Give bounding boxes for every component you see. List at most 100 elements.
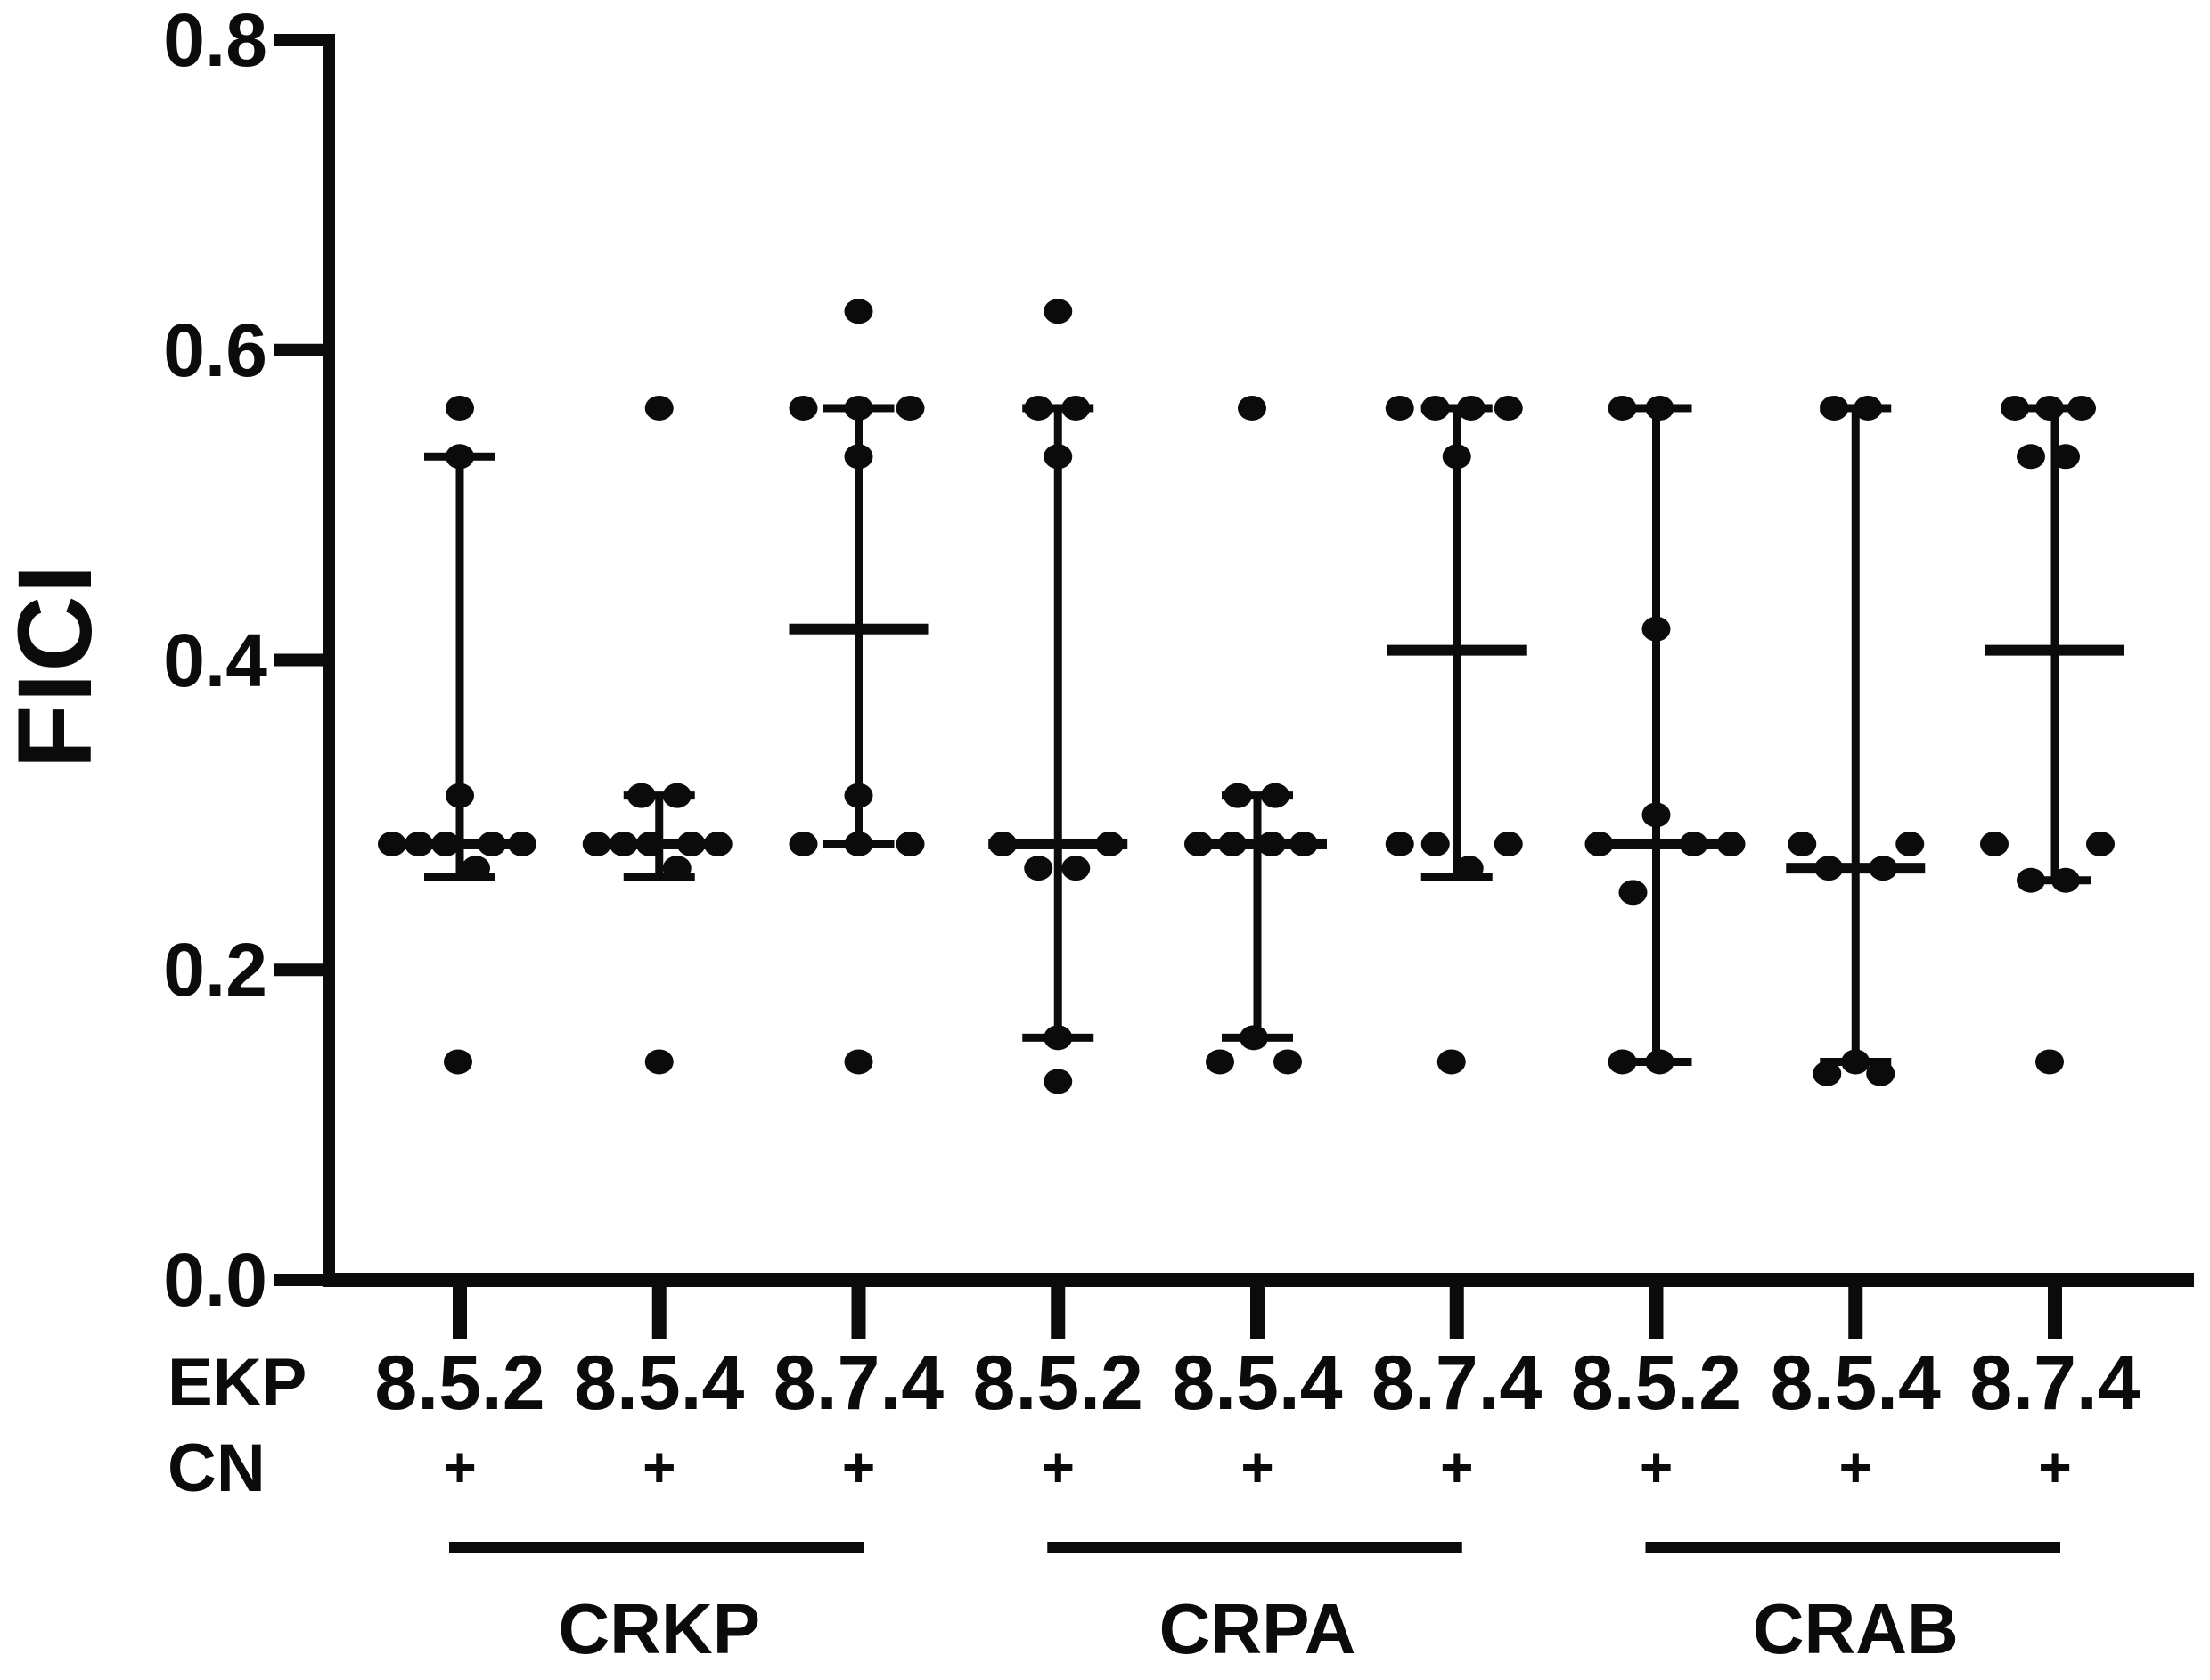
ekp-row-label: EKP [168,1345,307,1421]
data-point-col1-1 [446,395,474,421]
cn-row-label: CN [168,1430,266,1506]
data-point-col7-4 [1641,802,1671,828]
data-point-col4-1 [1044,299,1073,324]
whisker-cap-top-col2 [623,791,695,800]
data-point-col3-10 [844,1049,873,1075]
data-point-col2-3 [662,783,692,808]
data-point-col4-7 [1024,856,1053,881]
data-point-col7-5 [1584,831,1614,856]
whisker-line-col8 [1851,407,1860,1062]
ekp-value-col4: 8.5.2 [972,1340,1143,1426]
whisker-cap-bottom-col2 [623,873,695,881]
data-point-col1-7 [478,831,506,856]
data-point-col8-3 [1788,831,1817,856]
x-tick-col5 [1250,1287,1265,1339]
whisker-cap-bottom-col6 [1420,873,1493,881]
y-axis-title: FICI [0,562,114,769]
data-point-col7-6 [1679,831,1708,856]
whisker-cap-bottom-col1 [424,873,495,881]
data-point-col1-10 [444,1049,472,1075]
data-point-col1-2 [446,444,474,470]
whisker-line-col1 [455,456,464,877]
data-point-col2-6 [635,831,665,856]
data-point-col5-10 [1273,1049,1302,1075]
cn-plus-col8: + [1838,1435,1872,1499]
data-point-col1-3 [446,783,474,808]
data-point-col7-9 [1608,1049,1637,1075]
data-point-col3-8 [844,831,873,856]
y-tick-0.8 [274,34,323,46]
data-point-col6-6 [1385,831,1414,856]
data-point-col2-5 [609,831,638,856]
ekp-value-col1: 8.5.2 [374,1340,545,1426]
data-point-col1-4 [378,831,406,856]
cn-plus-col1: + [443,1435,477,1499]
data-point-col5-5 [1218,831,1247,856]
group-label-CRKP: CRKP [558,1589,761,1668]
data-point-col7-8 [1618,880,1648,906]
data-point-col8-8 [1813,1061,1842,1086]
data-point-col2-2 [626,783,656,808]
data-point-col9-10 [2035,1049,2064,1075]
data-point-col8-5 [1814,856,1844,881]
data-point-col6-10 [1436,1049,1466,1075]
ekp-value-col8: 8.5.4 [1770,1340,1941,1426]
data-point-col9-8 [2017,867,2045,893]
ekp-value-col3: 8.7.4 [773,1340,945,1426]
data-point-col8-6 [1869,856,1898,881]
data-point-col6-7 [1420,831,1450,856]
data-point-col4-6 [1095,831,1125,856]
y-tick-label-0.0: 0.0 [163,1238,267,1322]
data-point-col1-6 [431,831,460,856]
data-point-col3-1 [844,299,873,324]
data-point-col2-9 [662,856,692,881]
data-point-col9-1 [2001,395,2029,421]
median-bar-col8 [1786,863,1926,874]
data-point-col9-5 [2051,444,2080,470]
whisker-cap-top-col4 [1022,404,1094,413]
x-axis-line [323,1273,2194,1287]
whisker-line-col5 [1253,795,1262,1038]
ekp-value-col9: 8.7.4 [1969,1340,2140,1426]
data-point-col3-6 [844,783,873,808]
whisker-line-col4 [1053,407,1062,1038]
group-label-CRAB: CRAB [1752,1589,1959,1668]
data-point-col2-4 [582,831,611,856]
x-tick-col2 [651,1287,667,1339]
data-point-col6-4 [1494,395,1523,421]
data-point-col7-1 [1608,395,1637,421]
cn-plus-col6: + [1440,1435,1474,1499]
data-point-col5-8 [1240,1025,1268,1051]
cn-plus-col2: + [643,1435,676,1499]
y-tick-label-0.4: 0.4 [163,618,267,702]
ekp-value-col5: 8.5.4 [1172,1340,1343,1426]
data-point-col4-9 [1044,1025,1073,1051]
group-label-CRPA: CRPA [1158,1589,1356,1668]
data-point-col3-3 [844,395,873,421]
x-tick-col1 [453,1287,467,1339]
y-tick-0.6 [274,343,323,356]
data-point-col4-2 [1024,395,1053,421]
x-tick-col9 [2048,1287,2062,1339]
data-point-col5-4 [1184,831,1213,856]
data-point-col8-4 [1895,831,1925,856]
data-point-col6-1 [1385,395,1414,421]
whisker-cap-top-col5 [1222,791,1293,800]
y-tick-0.4 [274,653,323,667]
data-point-col9-3 [2067,395,2096,421]
data-point-col6-2 [1420,395,1450,421]
x-tick-col7 [1649,1287,1664,1339]
cn-plus-col4: + [1041,1435,1075,1499]
data-point-col8-9 [1866,1061,1895,1086]
data-point-col9-7 [2086,831,2115,856]
whisker-line-col7 [1652,407,1660,1062]
data-point-col9-9 [2051,867,2080,893]
y-tick-0.0 [274,1274,323,1286]
data-point-col1-5 [405,831,433,856]
group-underline-CRKP [449,1542,864,1553]
data-point-col6-3 [1456,395,1486,421]
data-point-col1-8 [508,831,536,856]
data-point-col8-7 [1841,1049,1870,1075]
data-point-col9-6 [1980,831,2009,856]
